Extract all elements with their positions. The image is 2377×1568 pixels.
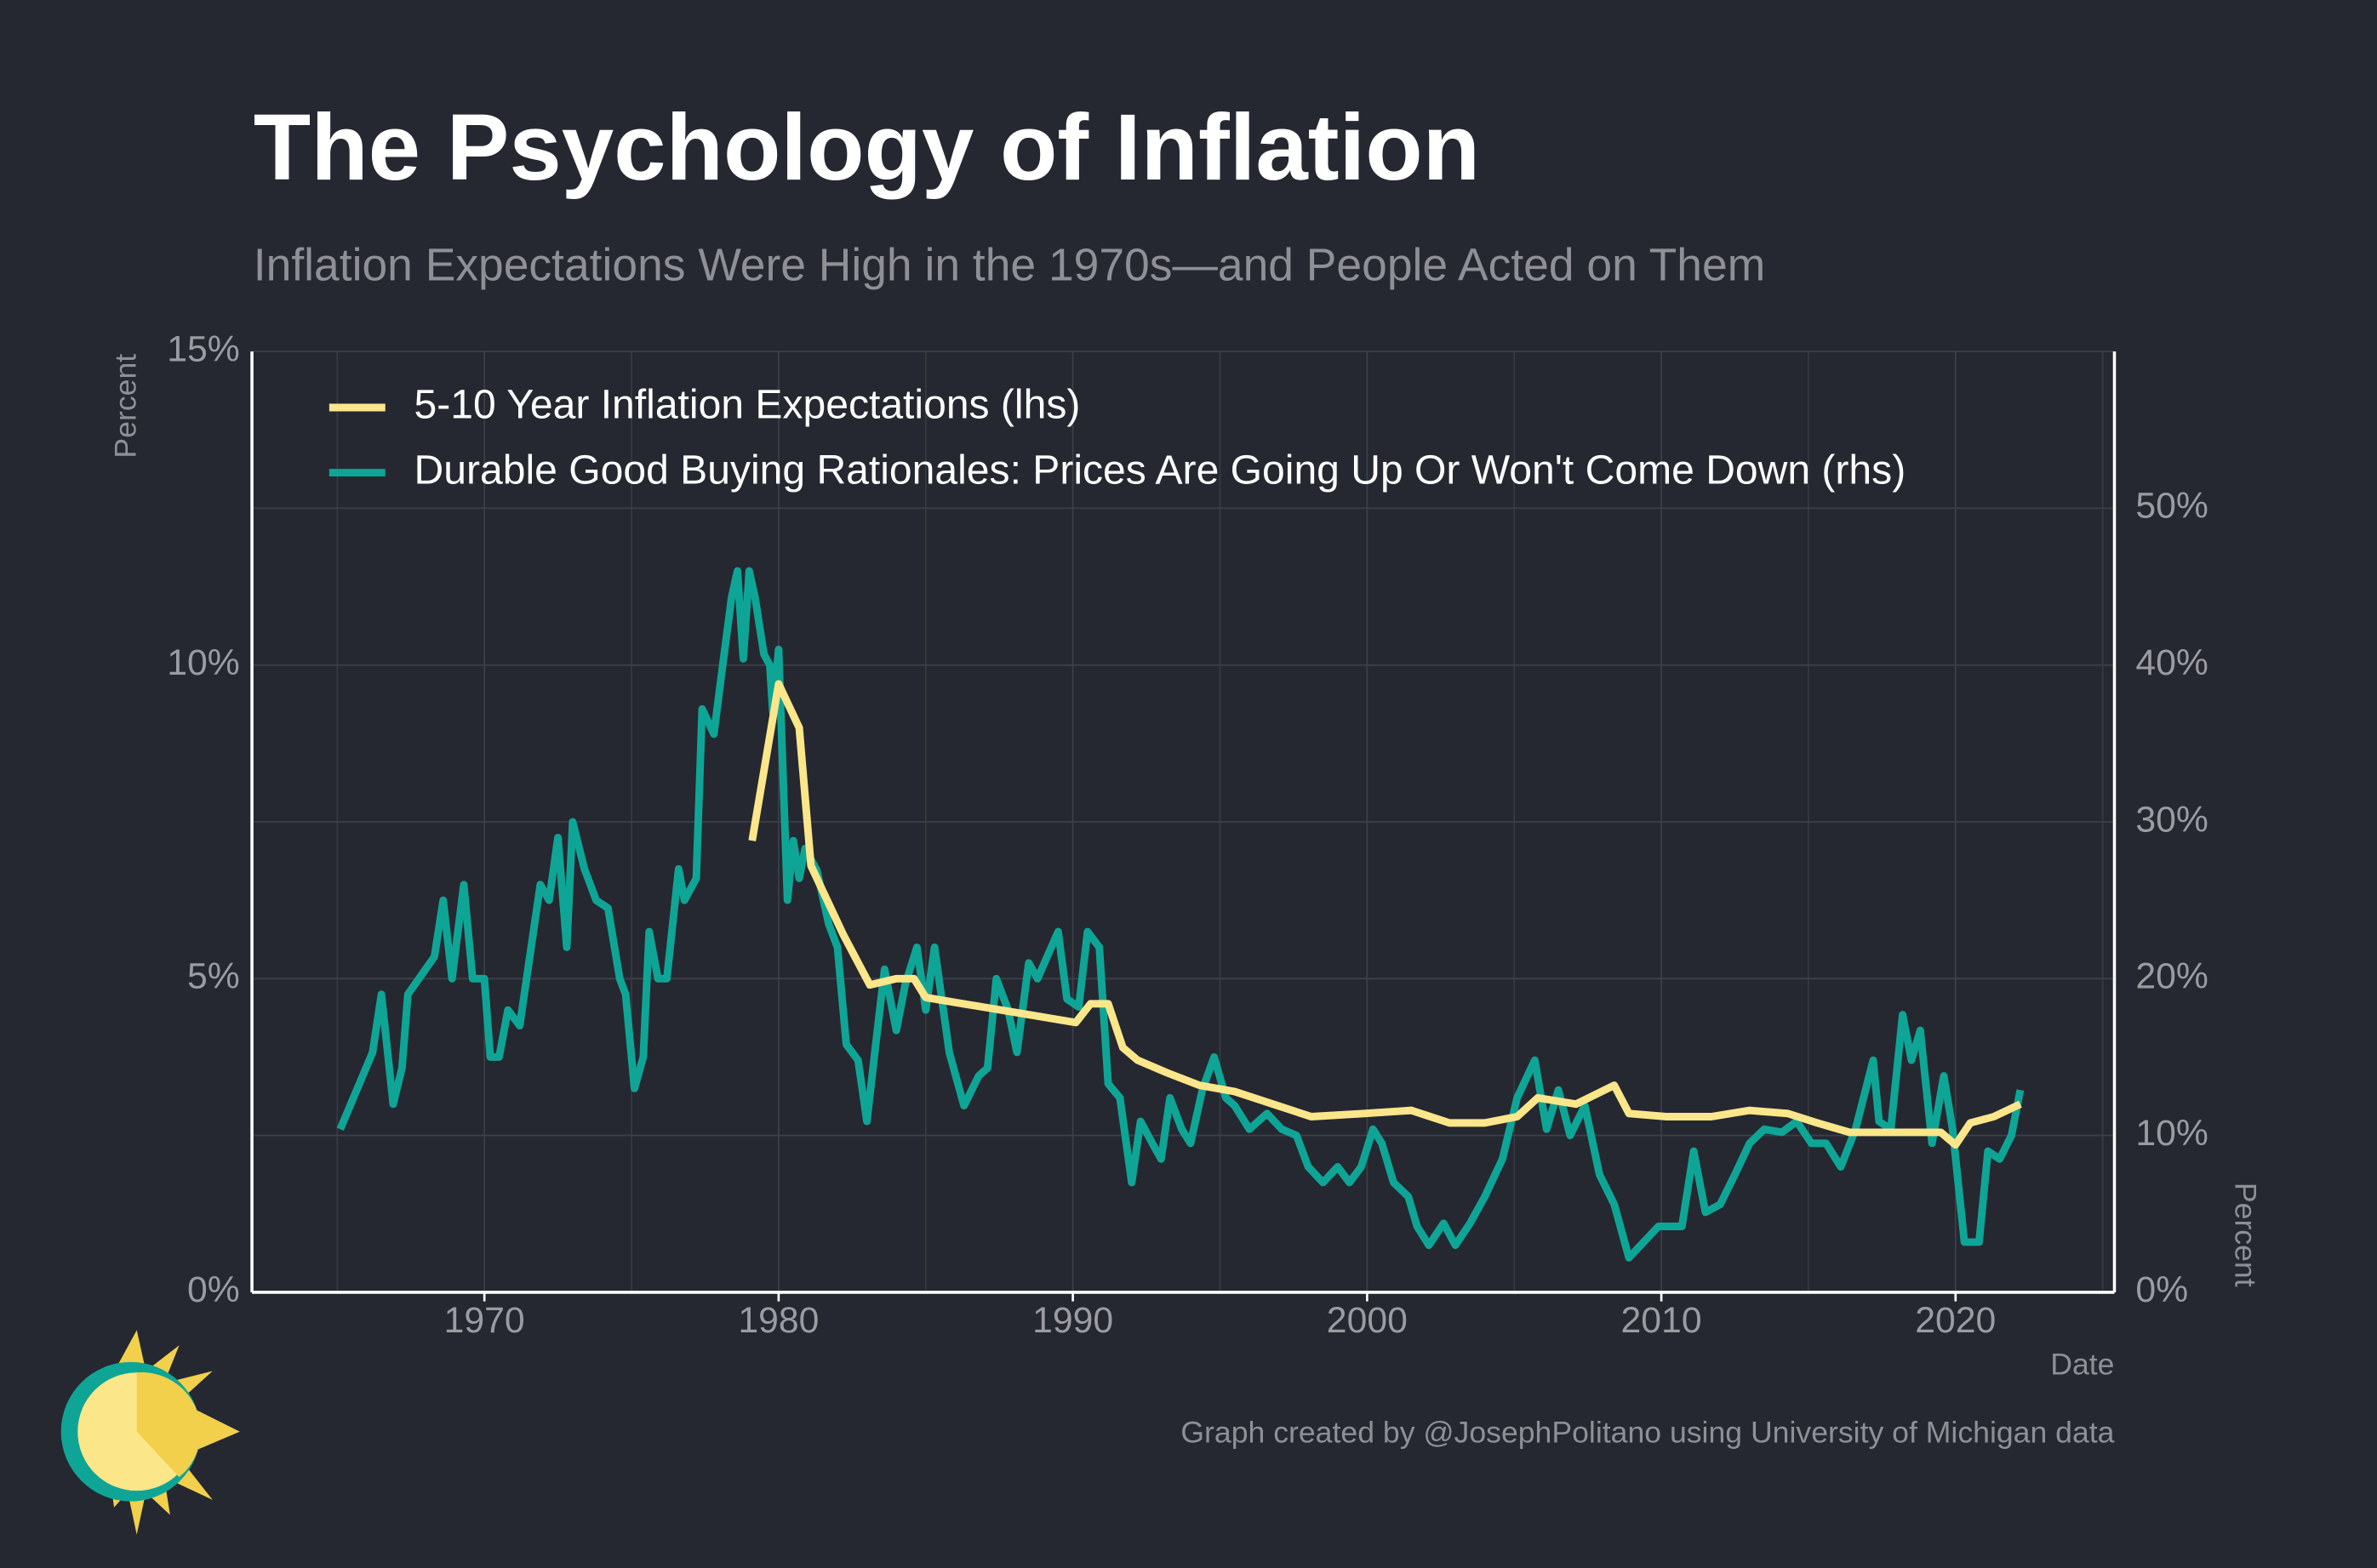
chart-subtitle: Inflation Expectations Were High in the … [254, 240, 1765, 290]
caption: Graph created by @JosephPolitano using U… [1180, 1416, 2114, 1450]
x-tick-label: 1970 [444, 1300, 525, 1341]
y-tick-label: 0% [187, 1269, 240, 1310]
y2-tick-label: 10% [2135, 1113, 2208, 1154]
chart-title: The Psychology of Inflation [254, 95, 1480, 200]
y-tick-label: 5% [187, 956, 240, 997]
x-tick-label: 1990 [1032, 1300, 1113, 1341]
y2-tick-label: 0% [2135, 1269, 2188, 1310]
y2-tick-label: 30% [2135, 799, 2208, 840]
y2-tick-label: 20% [2135, 956, 2208, 997]
y2-axis-title: Percent [2228, 1183, 2262, 1287]
y-tick-label: 15% [167, 328, 240, 369]
line-series [336, 567, 2025, 1262]
y-axis-title: Percent [108, 354, 142, 459]
x-tick-label: 2020 [1915, 1300, 1996, 1341]
legend-label: 5-10 Year Inflation Expectations (lhs) [414, 382, 1081, 428]
legend-label: Durable Good Buying Rationales: Prices A… [414, 447, 1906, 493]
y2-tick-label: 40% [2135, 642, 2208, 683]
x-tick-label: 2010 [1621, 1300, 1702, 1341]
y-tick-label: 10% [167, 642, 240, 683]
logo-shade [136, 1372, 201, 1478]
x-tick-label: 1980 [738, 1300, 819, 1341]
x-axis-title: Date [2050, 1348, 2114, 1382]
y2-tick-label: 50% [2135, 486, 2208, 527]
x-tick-label: 2000 [1327, 1300, 1408, 1341]
logo [60, 1330, 240, 1535]
line-series [748, 680, 2022, 1149]
